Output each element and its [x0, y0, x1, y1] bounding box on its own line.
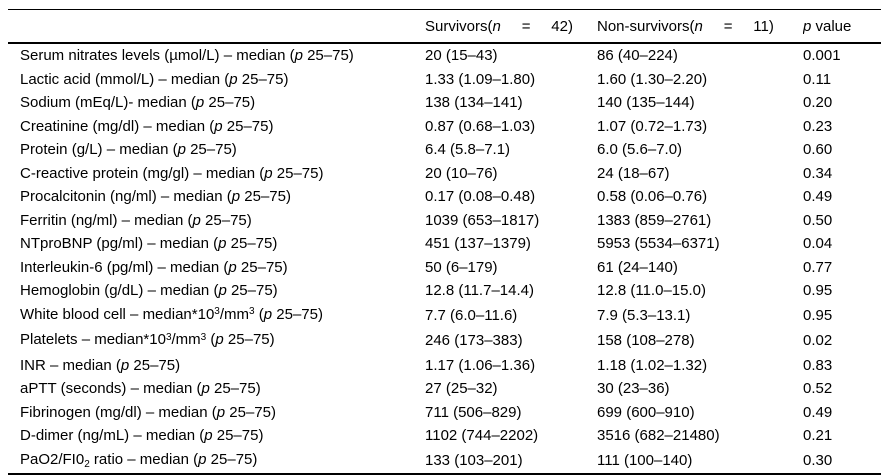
- survivors-value: 711 (506–829): [425, 403, 522, 421]
- survivors-value: 7.7 (6.0–11.6): [425, 306, 518, 324]
- survivors-value: 50 (6–179): [425, 258, 498, 276]
- p-value: 0.95: [803, 282, 833, 299]
- survivors-value: 138 (134–141): [425, 94, 523, 111]
- row-label: Lactic acid (mmol/L) – median (p 25–75): [20, 70, 289, 88]
- row-label: INR – median (p 25–75): [20, 356, 181, 374]
- table-row: Procalcitonin (ng/ml) – median (p 25–75)…: [8, 185, 881, 209]
- survivors-value: 451 (137–1379): [425, 235, 531, 252]
- row-label: Protein (g/L) – median (p 25–75): [20, 141, 237, 158]
- row-label: Fibrinogen (mg/dl) – median (p 25–75): [20, 403, 276, 421]
- row-label: Procalcitonin (ng/ml) – median (p 25–75): [20, 188, 291, 205]
- nonsurvivors-value: 6.0 (5.6–7.0): [597, 141, 683, 158]
- row-label: PaO2/FI02 ratio – median (p 25–75): [20, 450, 258, 471]
- p-value: 0.001: [803, 47, 841, 64]
- results-table: Survivors(n = 42) Non-survivors(n = 11) …: [8, 9, 881, 475]
- survivors-value: 27 (25–32): [425, 380, 498, 397]
- survivors-value: 0.87 (0.68–1.03): [425, 117, 536, 135]
- table-row: Serum nitrates levels (µmol/L) – median …: [8, 43, 881, 68]
- p-value: 0.23: [803, 117, 833, 135]
- table-row: D-dimer (ng/mL) – median (p 25–75) 1102 …: [8, 424, 881, 448]
- nonsurvivors-value: 699 (600–910): [597, 403, 695, 421]
- p-value: 0.02: [803, 332, 833, 349]
- table-row: INR – median (p 25–75) 1.17 (1.06–1.36) …: [8, 354, 881, 378]
- survivors-value: 1102 (744–2202): [425, 427, 539, 444]
- table-row: aPTT (seconds) – median (p 25–75) 27 (25…: [8, 377, 881, 401]
- table-body: Serum nitrates levels (µmol/L) – median …: [8, 43, 881, 474]
- nonsurvivors-value: 1.60 (1.30–2.20): [597, 70, 708, 88]
- survivors-value: 1.33 (1.09–1.80): [425, 70, 536, 88]
- survivors-value: 12.8 (11.7–14.4): [425, 282, 534, 299]
- survivors-value: 246 (173–383): [425, 332, 523, 349]
- row-label: D-dimer (ng/mL) – median (p 25–75): [20, 427, 264, 444]
- survivors-value: 1039 (653–1817): [425, 211, 540, 229]
- nonsurvivors-value: 7.9 (5.3–13.1): [597, 306, 691, 324]
- p-value: 0.30: [803, 451, 833, 469]
- nonsurvivors-value: 1.07 (0.72–1.73): [597, 117, 708, 135]
- nonsurvivors-value: 158 (108–278): [597, 332, 695, 349]
- row-label: Interleukin-6 (pg/ml) – median (p 25–75): [20, 258, 288, 276]
- nonsurvivors-value: 1.18 (1.02–1.32): [597, 356, 708, 374]
- survivors-value: 133 (103–201): [425, 451, 523, 469]
- row-label: Serum nitrates levels (µmol/L) – median …: [20, 47, 354, 64]
- table-row: NTproBNP (pg/ml) – median (p 25–75) 451 …: [8, 232, 881, 256]
- p-value: 0.34: [803, 164, 833, 182]
- nonsurvivors-value: 1383 (859–2761): [597, 211, 712, 229]
- row-label: Creatinine (mg/dl) – median (p 25–75): [20, 117, 274, 135]
- table-row: Fibrinogen (mg/dl) – median (p 25–75) 71…: [8, 401, 881, 425]
- p-value: 0.49: [803, 188, 833, 205]
- row-label: Platelets – median*103/mm3 (p 25–75): [20, 331, 275, 348]
- nonsurvivors-value: 12.8 (11.0–15.0): [597, 282, 706, 299]
- table-row: C-reactive protein (mg/gl) – median (p 2…: [8, 162, 881, 186]
- p-value: 0.20: [803, 94, 833, 111]
- row-label: NTproBNP (pg/ml) – median (p 25–75): [20, 235, 278, 252]
- table-row: Platelets – median*103/mm3 (p 25–75) 246…: [8, 328, 881, 354]
- nonsurvivors-value: 3516 (682–21480): [597, 427, 720, 444]
- header-survivors: Survivors(n = 42): [425, 17, 573, 35]
- p-value: 0.60: [803, 141, 833, 158]
- row-label: Sodium (mEq/L)- median (p 25–75): [20, 94, 256, 111]
- nonsurvivors-value: 0.58 (0.06–0.76): [597, 188, 708, 205]
- nonsurvivors-value: 86 (40–224): [597, 47, 678, 64]
- p-value: 0.50: [803, 211, 833, 229]
- nonsurvivors-value: 61 (24–140): [597, 258, 678, 276]
- p-value: 0.11: [803, 70, 832, 88]
- p-value: 0.95: [803, 306, 833, 324]
- table-row: Sodium (mEq/L)- median (p 25–75) 138 (13…: [8, 91, 881, 115]
- table-row: Lactic acid (mmol/L) – median (p 25–75) …: [8, 68, 881, 92]
- p-value: 0.83: [803, 356, 833, 374]
- nonsurvivors-value: 24 (18–67): [597, 164, 670, 182]
- header-pvalue: p value: [803, 17, 852, 35]
- row-label: Ferritin (ng/ml) – median (p 25–75): [20, 211, 252, 229]
- p-value: 0.04: [803, 235, 833, 252]
- table-row: Ferritin (ng/ml) – median (p 25–75) 1039…: [8, 209, 881, 233]
- nonsurvivors-value: 111 (100–140): [597, 451, 693, 469]
- survivors-value: 20 (10–76): [425, 164, 498, 182]
- p-value: 0.77: [803, 258, 833, 276]
- nonsurvivors-value: 140 (135–144): [597, 94, 695, 111]
- p-value: 0.21: [803, 427, 833, 444]
- table-row: Interleukin-6 (pg/ml) – median (p 25–75)…: [8, 256, 881, 280]
- row-label: aPTT (seconds) – median (p 25–75): [20, 380, 261, 397]
- row-label: White blood cell – median*103/mm3 (p 25–…: [20, 305, 323, 323]
- row-label: Hemoglobin (g/dL) – median (p 25–75): [20, 282, 278, 299]
- header-row: Survivors(n = 42) Non-survivors(n = 11) …: [8, 10, 881, 44]
- survivors-value: 1.17 (1.06–1.36): [425, 356, 536, 374]
- survivors-value: 6.4 (5.8–7.1): [425, 141, 511, 158]
- survivors-value: 0.17 (0.08–0.48): [425, 188, 536, 205]
- table-row: Creatinine (mg/dl) – median (p 25–75) 0.…: [8, 115, 881, 139]
- table-row: Protein (g/L) – median (p 25–75) 6.4 (5.…: [8, 138, 881, 162]
- header-parameter: [8, 10, 425, 44]
- p-value: 0.49: [803, 403, 833, 421]
- nonsurvivors-value: 5953 (5534–6371): [597, 235, 720, 252]
- header-nonsurvivors: Non-survivors(n = 11): [597, 17, 774, 35]
- table-row: Hemoglobin (g/dL) – median (p 25–75) 12.…: [8, 279, 881, 303]
- p-value: 0.52: [803, 380, 833, 397]
- row-label: C-reactive protein (mg/gl) – median (p 2…: [20, 164, 324, 182]
- table-row: White blood cell – median*103/mm3 (p 25–…: [8, 303, 881, 329]
- nonsurvivors-value: 30 (23–36): [597, 380, 670, 397]
- table-row: PaO2/FI02 ratio – median (p 25–75) 133 (…: [8, 448, 881, 475]
- survivors-value: 20 (15–43): [425, 47, 498, 64]
